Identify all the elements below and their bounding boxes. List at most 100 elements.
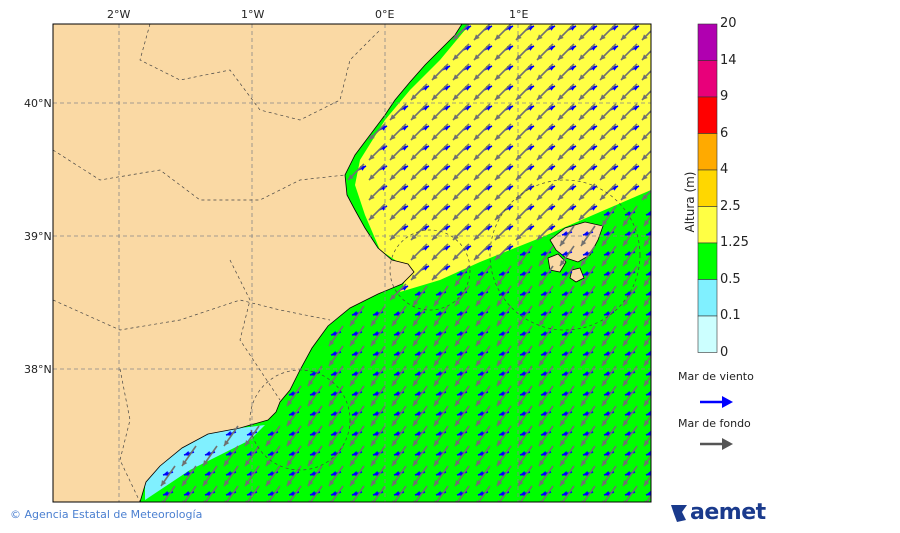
swell-arrow-head xyxy=(642,154,648,160)
wind-sea-arrow-head xyxy=(583,410,589,416)
swell-arrow xyxy=(435,485,449,502)
wind-sea-arrow-head xyxy=(310,470,316,476)
wind-sea-arrow-head xyxy=(583,270,589,276)
swell-arrow-head xyxy=(432,234,438,240)
swell-arrow-head xyxy=(495,74,501,80)
wind-sea-arrow-head xyxy=(415,410,421,416)
wind-sea-arrow-head xyxy=(625,230,631,236)
swell-arrow-head xyxy=(474,214,480,220)
swell-arrow-head xyxy=(495,94,501,100)
swell-arrow-head xyxy=(644,400,650,406)
wind-sea-arrow-head xyxy=(415,370,421,376)
swell-arrow-head xyxy=(432,154,438,160)
wind-sea-arrow-head xyxy=(373,410,379,416)
wind-sea-arrow-head xyxy=(583,350,589,356)
wind-sea-arrow-head xyxy=(625,450,631,456)
swell-arrow-head xyxy=(308,460,314,466)
swell-arrow-head xyxy=(623,420,629,426)
colorbar-tick-label: 14 xyxy=(720,52,737,68)
swell-arrow-head xyxy=(474,134,480,140)
wind-sea-arrow-head xyxy=(415,390,421,396)
swell-arrow-head xyxy=(455,400,461,406)
wind-sea-arrow-head xyxy=(604,470,610,476)
swell-arrow-head xyxy=(266,480,272,486)
wind-sea-arrow xyxy=(652,86,660,90)
swell-arrow-head xyxy=(602,340,608,346)
swell-arrow-head xyxy=(350,320,356,326)
swell-arrow-head xyxy=(455,280,461,286)
swell-arrow-head xyxy=(434,400,440,406)
wind-sea-arrow-head xyxy=(373,390,379,396)
swell-arrow-head xyxy=(602,420,608,426)
swell-arrow-head xyxy=(581,400,587,406)
wind-sea-arrow-head xyxy=(625,250,631,256)
swell-arrow-head xyxy=(476,480,482,486)
wind-sea-arrow-head xyxy=(625,310,631,316)
wind-sea-arrow-head xyxy=(436,490,442,496)
swell-arrow-head xyxy=(623,480,629,486)
swell-arrow-head xyxy=(560,420,566,426)
wind-sea-arrow-head xyxy=(373,330,379,336)
swell-arrow-head xyxy=(516,114,522,120)
swell-arrow-head xyxy=(537,74,543,80)
swell-arrow-head xyxy=(455,380,461,386)
swell-arrow-head xyxy=(369,194,375,200)
swell-arrow-head xyxy=(560,400,566,406)
swell-arrow-head xyxy=(308,440,314,446)
swell-arrow-head xyxy=(539,340,545,346)
swell-arrow-head xyxy=(518,280,524,286)
wind-sea-arrow-head xyxy=(583,250,589,256)
wind-sea-arrow-head xyxy=(625,210,631,216)
swell-arrow-head xyxy=(329,380,335,386)
wind-sea-arrow-head xyxy=(604,370,610,376)
swell-arrow-head xyxy=(537,214,543,220)
swell-arrow xyxy=(414,485,428,502)
wind-sea-arrow-head xyxy=(226,430,232,436)
wind-sea-arrow xyxy=(652,66,660,70)
swell-arrow-head xyxy=(581,360,587,366)
wind-sea-arrow-head xyxy=(646,410,651,416)
wind-sea-arrow-head xyxy=(646,290,651,296)
wind-sea-arrow-head xyxy=(394,350,400,356)
swell-arrow-head xyxy=(287,420,293,426)
swell-arrow-head xyxy=(518,460,524,466)
swell-arrow-head xyxy=(644,380,650,386)
swell-arrow-head xyxy=(455,440,461,446)
swell-arrow-head xyxy=(602,260,608,266)
wind-sea-arrow-head xyxy=(604,210,610,216)
wind-sea-arrow-head xyxy=(331,410,337,416)
swell-arrow-head xyxy=(560,320,566,326)
wind-sea-arrow-head xyxy=(457,370,463,376)
swell-arrow-head xyxy=(579,54,585,60)
swell-arrow-head xyxy=(621,174,627,180)
swell-arrow-head xyxy=(539,280,545,286)
swell-arrow-head xyxy=(623,380,629,386)
swell-arrow-head xyxy=(497,300,503,306)
wind-sea-arrow-head xyxy=(478,450,484,456)
swell-arrow-head xyxy=(623,320,629,326)
swell-arrow-head xyxy=(392,460,398,466)
wind-sea-arrow-head xyxy=(541,310,547,316)
swell-arrow-head xyxy=(516,54,522,60)
wind-sea-arrow-head xyxy=(415,490,421,496)
swell-arrow-head xyxy=(516,34,522,40)
swell-arrow-head xyxy=(434,320,440,326)
swell-arrow-head xyxy=(560,340,566,346)
lon-label: 1°E xyxy=(509,8,529,21)
swell-arrow-head xyxy=(560,460,566,466)
swell-arrow-head xyxy=(497,480,503,486)
swell-arrow-head xyxy=(516,234,522,240)
wind-sea-arrow-head xyxy=(583,490,589,496)
swell-arrow-head xyxy=(392,340,398,346)
swell-arrow-head xyxy=(539,440,545,446)
swell-arrow-head xyxy=(558,154,564,160)
wind-sea-arrow-head xyxy=(562,310,568,316)
wind-sea-arrow-head xyxy=(520,290,526,296)
sea-yellow-area xyxy=(355,24,651,292)
wind-sea-arrow-head xyxy=(373,370,379,376)
swell-arrow-head xyxy=(602,440,608,446)
wind-sea-arrow-head xyxy=(625,390,631,396)
lat-label: 38°N xyxy=(24,363,52,376)
swell-arrow-head xyxy=(558,54,564,60)
lat-label: 39°N xyxy=(24,230,52,243)
